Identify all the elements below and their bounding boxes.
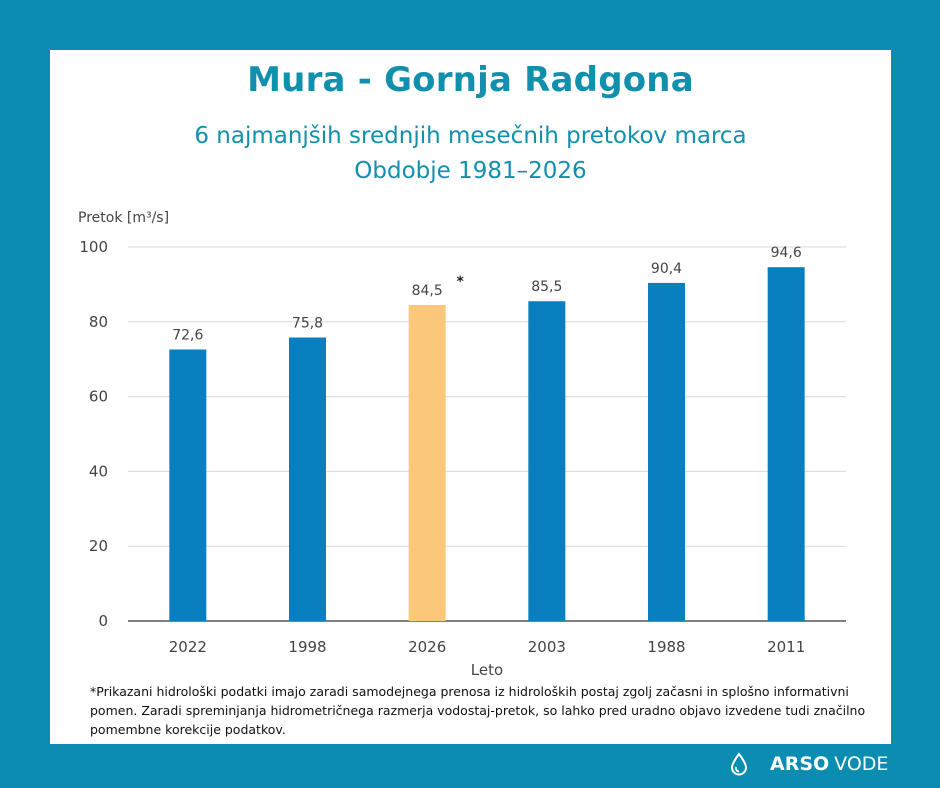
- chart-card: Mura - Gornja Radgona 6 najmanjših sredn…: [50, 50, 891, 744]
- x-tick-label: 2026: [408, 638, 446, 656]
- x-tick-label: 2011: [767, 638, 805, 656]
- chart-title: Mura - Gornja Radgona: [247, 60, 694, 100]
- bar-chart: Pretok [m³/s] 0 20 40 60 80 100 72,6 2022 75,8 199…: [78, 210, 846, 679]
- bar-value-label: 90,4: [651, 261, 682, 277]
- bar: [767, 267, 805, 621]
- logo-product: VODE: [834, 753, 889, 775]
- bar-highlighted: [408, 304, 446, 621]
- bar-value-label: 85,5: [531, 279, 562, 295]
- y-axis-title: Pretok [m³/s]: [78, 210, 169, 226]
- footnote: *Prikazani hidrološki podatki imajo zara…: [90, 684, 866, 737]
- arso-logo: ARSO VODE: [728, 752, 888, 776]
- logo-brand: ARSO: [770, 753, 830, 775]
- bar: [528, 301, 566, 621]
- x-tick-label: 2022: [169, 638, 207, 656]
- x-tick-label: 1998: [288, 638, 326, 656]
- provisional-marker: *: [457, 274, 465, 290]
- x-axis-title: Leto: [471, 661, 503, 679]
- bar-value-label: 94,6: [771, 245, 802, 261]
- bar: [648, 282, 685, 621]
- y-tick-label: 0: [98, 612, 108, 630]
- bar: [169, 349, 207, 621]
- y-tick-label: 20: [89, 537, 108, 555]
- bar: [289, 337, 326, 621]
- chart-period: Obdobje 1981–2026: [354, 158, 587, 184]
- y-tick-label: 100: [79, 238, 108, 256]
- x-tick-label: 1988: [647, 638, 685, 656]
- x-tick-label: 2003: [528, 638, 566, 656]
- water-drop-icon: [730, 752, 748, 776]
- chart-subtitle: 6 najmanjših srednjih mesečnih pretokov …: [194, 123, 747, 149]
- y-tick-label: 80: [89, 313, 108, 331]
- bar-value-label: 84,5: [412, 283, 443, 299]
- bar-value-label: 72,6: [172, 327, 203, 343]
- bar-value-label: 75,8: [292, 316, 323, 332]
- y-tick-label: 60: [89, 388, 108, 406]
- y-tick-label: 40: [89, 462, 108, 480]
